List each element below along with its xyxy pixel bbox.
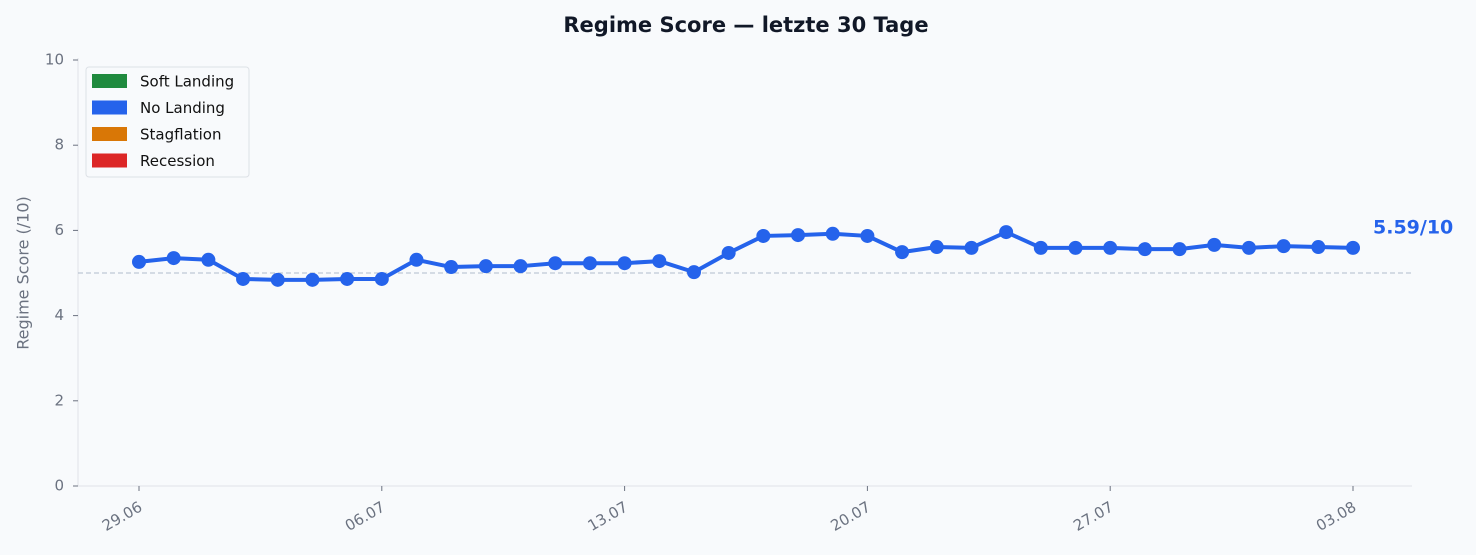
x-tick-label: 27.07: [1070, 498, 1116, 535]
point: [582, 256, 597, 271]
legend-label: No Landing: [140, 99, 225, 117]
point: [791, 228, 806, 243]
point: [166, 251, 181, 266]
point: [374, 271, 389, 286]
point: [964, 240, 979, 255]
legend-box: [85, 66, 250, 178]
point: [548, 256, 563, 271]
legend-label: Recession: [140, 152, 215, 170]
point: [1068, 240, 1083, 255]
point: [305, 272, 320, 287]
y-tick-label: 2: [54, 391, 64, 409]
point: [860, 228, 875, 243]
x-tick-label: 20.07: [827, 498, 873, 535]
point: [686, 265, 701, 280]
point: [409, 252, 424, 267]
y-tick-label: 8: [54, 136, 64, 154]
point: [721, 245, 736, 260]
point: [1207, 237, 1222, 252]
point: [1137, 242, 1152, 257]
y-tick-label: 10: [45, 51, 64, 69]
point: [652, 254, 667, 269]
point: [1346, 240, 1360, 255]
point: [999, 225, 1014, 240]
point: [444, 260, 459, 275]
point: [513, 259, 528, 274]
point: [929, 240, 944, 255]
legend-swatch: [92, 74, 127, 88]
point: [1311, 240, 1326, 255]
legend-swatch: [92, 127, 127, 141]
point: [895, 245, 910, 260]
point: [617, 256, 632, 271]
point: [1103, 240, 1118, 255]
point: [340, 271, 355, 286]
point: [1033, 240, 1048, 255]
x-tick-label: 03.08: [1313, 498, 1359, 535]
point: [270, 272, 285, 287]
point: [1276, 239, 1291, 254]
y-tick-label: 0: [54, 477, 64, 495]
x-tick-label: 13.07: [585, 498, 631, 535]
y-axis-label: Regime Score (/10): [14, 196, 33, 350]
chart-title: Regime Score — letzte 30 Tage: [563, 13, 928, 37]
legend-swatch: [92, 153, 127, 168]
legend-label: Stagflation: [140, 126, 222, 144]
x-tick-label: 29.06: [99, 498, 145, 535]
point: [825, 226, 840, 241]
point: [756, 228, 771, 243]
x-tick-label: 06.07: [342, 498, 388, 535]
point: [236, 271, 251, 286]
point: [1172, 242, 1187, 257]
legend-swatch: [92, 100, 127, 115]
point: [1241, 240, 1256, 255]
point: [201, 252, 216, 267]
legend-label: Soft Landing: [140, 73, 234, 91]
point: [132, 254, 146, 269]
point: [478, 259, 493, 274]
y-tick-label: 6: [54, 221, 64, 239]
value-annotation: 5.59/10: [1373, 216, 1453, 238]
y-tick-label: 4: [54, 306, 64, 324]
